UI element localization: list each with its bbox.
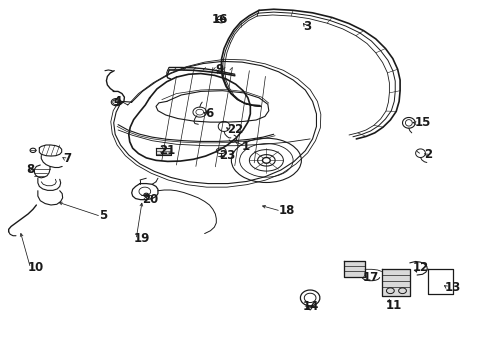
Text: 13: 13 xyxy=(444,281,460,294)
Text: 10: 10 xyxy=(28,261,44,274)
Text: 8: 8 xyxy=(27,163,35,176)
Text: 15: 15 xyxy=(414,116,430,129)
Text: 20: 20 xyxy=(142,193,158,206)
Text: 1: 1 xyxy=(242,140,250,153)
Text: 11: 11 xyxy=(385,299,401,312)
Text: 18: 18 xyxy=(278,204,294,217)
Text: 19: 19 xyxy=(133,233,150,246)
Polygon shape xyxy=(344,261,365,277)
Text: 17: 17 xyxy=(362,271,378,284)
Text: 22: 22 xyxy=(227,123,243,136)
Text: 6: 6 xyxy=(205,107,213,120)
Polygon shape xyxy=(381,269,409,296)
Text: 9: 9 xyxy=(215,63,223,76)
Text: 12: 12 xyxy=(411,261,427,274)
Polygon shape xyxy=(156,148,170,155)
Text: 5: 5 xyxy=(99,209,107,222)
Text: 7: 7 xyxy=(63,152,72,165)
Text: 16: 16 xyxy=(211,13,227,27)
Text: 4: 4 xyxy=(113,95,121,108)
Text: 2: 2 xyxy=(424,148,432,162)
Text: 14: 14 xyxy=(302,300,319,313)
Text: 21: 21 xyxy=(159,144,175,157)
Text: 23: 23 xyxy=(219,149,235,162)
Text: 3: 3 xyxy=(302,20,310,33)
